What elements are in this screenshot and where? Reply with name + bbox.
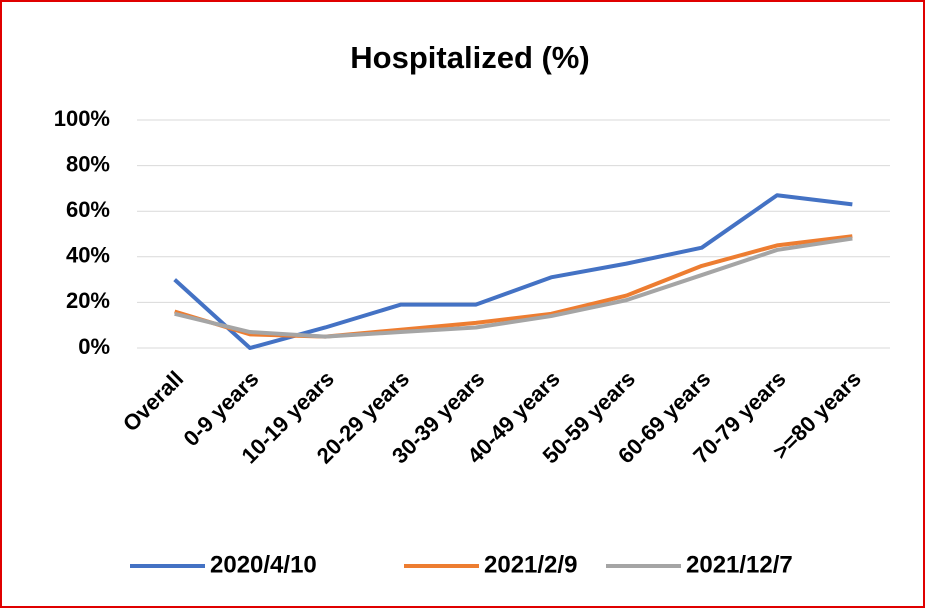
y-tick-label: 40%: [66, 243, 110, 268]
series-line: [174, 236, 853, 339]
y-tick-label: 0%: [78, 334, 110, 359]
legend-label: 2021/12/7: [686, 551, 793, 578]
legend-label: 2020/4/10: [210, 551, 317, 578]
chart-title: Hospitalized (%): [350, 40, 589, 75]
legend-label: 2021/2/9: [484, 551, 577, 578]
series-line: [173, 193, 853, 350]
y-tick-label: 100%: [54, 106, 110, 131]
y-tick-label: 60%: [66, 197, 110, 222]
y-tick-label: 80%: [66, 151, 110, 176]
y-tick-label: 20%: [66, 288, 110, 313]
